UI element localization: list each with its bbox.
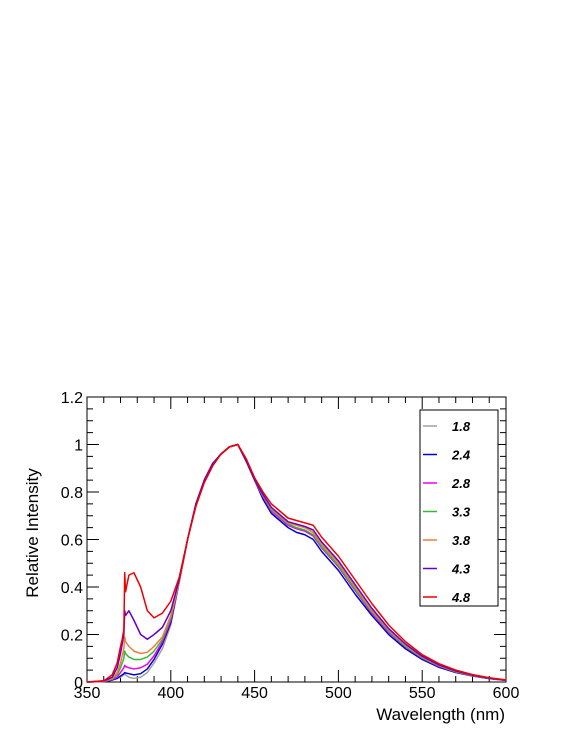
x-tick-label: 500 <box>325 685 352 702</box>
x-axis-title: Wavelength (nm) <box>376 705 505 724</box>
legend-label: 4.3 <box>451 562 471 577</box>
x-tick-label: 550 <box>409 685 436 702</box>
axis-ticks <box>86 396 507 683</box>
y-tick-label: 0.8 <box>61 485 83 502</box>
series-line-4.8 <box>86 443 507 683</box>
legend-label: 3.3 <box>452 505 471 520</box>
legend-label: 2.8 <box>451 476 471 491</box>
y-tick-label: 0.4 <box>61 580 83 597</box>
legend-label: 1.8 <box>452 419 471 434</box>
legend-label: 2.4 <box>451 448 471 463</box>
legend-label: 4.8 <box>451 590 471 605</box>
y-tick-label: 1 <box>74 438 83 455</box>
x-tick-label: 600 <box>493 685 520 702</box>
y-tick-label: 0.6 <box>61 533 83 550</box>
x-tick-label: 400 <box>157 685 184 702</box>
y-axis-title: Relative Intensity <box>23 468 42 598</box>
series-lines <box>86 443 507 683</box>
x-tick-label: 450 <box>241 685 268 702</box>
y-tick-label: 1.2 <box>61 390 83 407</box>
x-tick-label: 350 <box>74 685 101 702</box>
axis-tick-labels: 350 400 450 500 550 600 0 0.2 0.4 0.6 0.8 1 1.2 <box>61 390 520 702</box>
legend: 1.8 2.4 2.8 3.3 3.8 4.3 4.8 <box>419 409 499 607</box>
legend-label: 3.8 <box>452 533 471 548</box>
y-tick-label: 0 <box>74 675 83 692</box>
y-tick-label: 0.2 <box>61 628 83 645</box>
legend-box <box>419 409 499 607</box>
